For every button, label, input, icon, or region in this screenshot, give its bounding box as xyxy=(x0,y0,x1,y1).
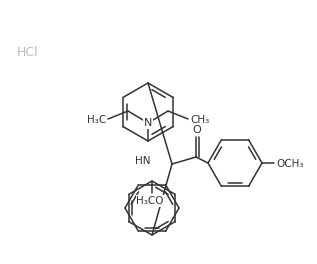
Text: H₃CO: H₃CO xyxy=(136,196,164,206)
Text: HCl: HCl xyxy=(17,45,39,59)
Text: CH₃: CH₃ xyxy=(190,115,209,125)
Text: O: O xyxy=(193,125,201,135)
Text: OCH₃: OCH₃ xyxy=(276,159,303,169)
Text: N: N xyxy=(144,118,152,128)
Text: H₃C: H₃C xyxy=(87,115,106,125)
Text: HN: HN xyxy=(134,156,150,166)
